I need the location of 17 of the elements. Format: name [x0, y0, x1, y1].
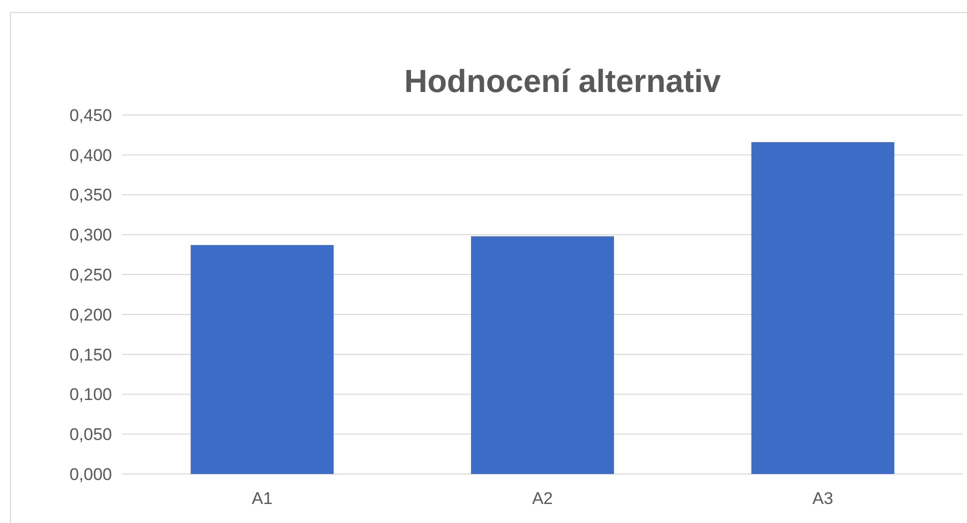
x-tick-label: A2 [532, 489, 553, 508]
y-tick-label: 0,400 [69, 146, 112, 165]
y-tick-label: 0,000 [69, 464, 112, 484]
bar [190, 245, 334, 474]
y-tick-label: 0,450 [69, 106, 112, 125]
y-tick-label: 0,050 [69, 425, 112, 444]
y-tick-label: 0,200 [69, 305, 112, 324]
y-tick-label: 0,300 [69, 226, 112, 245]
x-tick-label: A1 [252, 489, 273, 508]
x-tick-label: A3 [812, 489, 834, 508]
y-tick-label: 0,250 [69, 266, 112, 285]
y-tick-label: 0,100 [69, 385, 112, 404]
chart-title: Hodnocení alternativ [404, 63, 721, 99]
y-tick-label: 0,150 [69, 345, 112, 364]
y-tick-label: 0,350 [69, 186, 112, 205]
bar [751, 142, 894, 474]
bar [471, 236, 614, 474]
